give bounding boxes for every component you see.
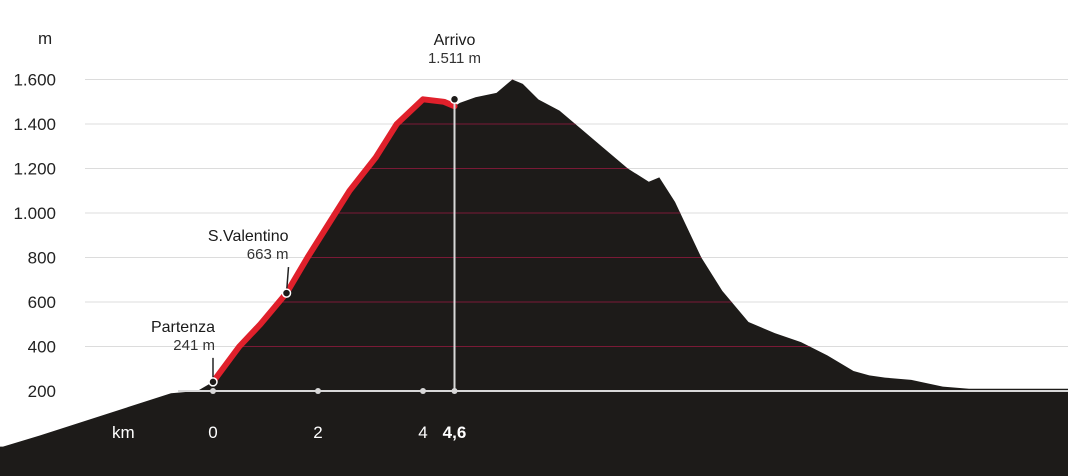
y-unit-label: m [38, 29, 52, 48]
x-tick-dot [420, 388, 426, 394]
terrain-silhouette [0, 79, 1068, 476]
x-unit-label: km [112, 423, 135, 442]
annotation-name: Arrivo [434, 32, 476, 49]
x-axis [178, 99, 1068, 394]
y-tick-label: 1.200 [13, 160, 56, 179]
annotation-value: 1.511 m [428, 50, 481, 67]
annotation-name: S.Valentino [208, 228, 289, 245]
x-axis-labels: 0 2 4 4,6 [208, 423, 466, 442]
terrain-layer [0, 79, 1068, 476]
y-tick-label: 600 [28, 293, 56, 312]
y-tick-label: 1.000 [13, 204, 56, 223]
y-tick-label: 1.600 [13, 71, 56, 90]
route-layer [210, 96, 458, 385]
x-tick-label: 4 [418, 423, 427, 442]
x-tick-dot [315, 388, 321, 394]
x-tick-label: 0 [208, 423, 217, 442]
y-axis-labels: 1.600 1.400 1.200 1.000 800 600 400 200 [13, 71, 56, 402]
y-tick-label: 400 [28, 338, 56, 357]
x-tick-label: 2 [313, 423, 322, 442]
y-tick-label: 1.400 [13, 115, 56, 134]
annotation-value: 241 m [173, 337, 215, 354]
annotation-dot [281, 288, 292, 298]
annotation-dot [208, 377, 218, 387]
route-line [210, 96, 458, 385]
annotation-value: 663 m [247, 246, 289, 263]
y-tick-label: 200 [28, 382, 56, 401]
x-tick-dot [210, 388, 216, 394]
annotation-name: Partenza [151, 319, 215, 336]
annotation-dot [449, 94, 460, 105]
x-tick-label: 4,6 [443, 423, 467, 442]
y-tick-label: 800 [28, 249, 56, 268]
